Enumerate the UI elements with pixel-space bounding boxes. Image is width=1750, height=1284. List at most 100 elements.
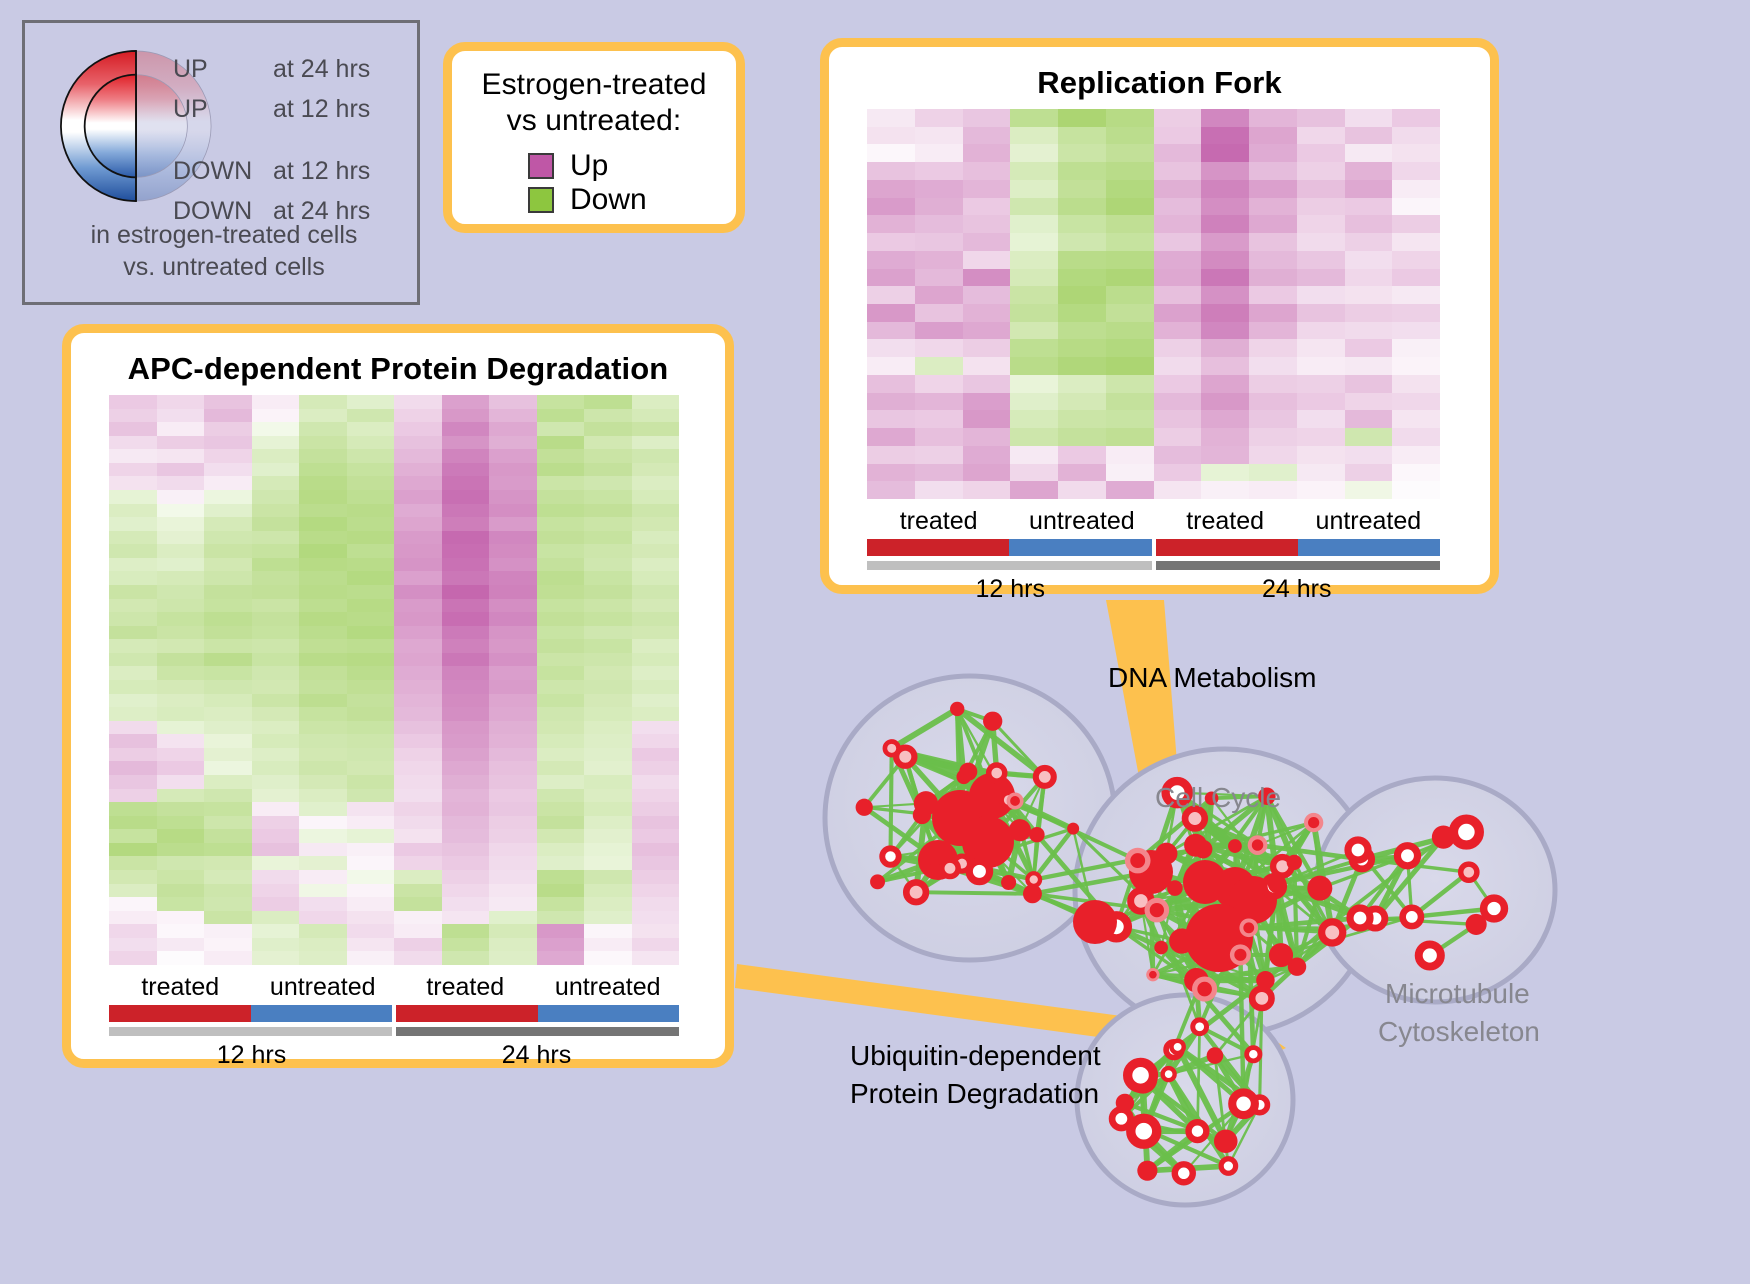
network-node[interactable] bbox=[885, 742, 899, 756]
network-node[interactable] bbox=[1073, 900, 1117, 944]
heatmap-cell bbox=[109, 504, 157, 518]
heatmap-cell bbox=[347, 734, 395, 748]
network-node[interactable] bbox=[1350, 908, 1370, 928]
network-node[interactable] bbox=[1269, 943, 1293, 967]
network-node[interactable] bbox=[1067, 823, 1079, 835]
heatmap-cell bbox=[109, 639, 157, 653]
network-node[interactable] bbox=[924, 843, 947, 866]
network-node[interactable] bbox=[1167, 880, 1183, 896]
heatmap-cell bbox=[867, 162, 915, 180]
heatmap-cell bbox=[537, 748, 585, 762]
network-node[interactable] bbox=[1239, 918, 1258, 937]
network-node[interactable] bbox=[1171, 1041, 1183, 1053]
network-node[interactable] bbox=[1146, 968, 1159, 981]
heatmap-cell bbox=[1249, 410, 1297, 428]
apc-degradation-heatmap bbox=[109, 395, 679, 965]
heatmap-cell bbox=[1058, 286, 1106, 304]
network-node[interactable] bbox=[1175, 1164, 1193, 1182]
network-node[interactable] bbox=[983, 712, 1002, 731]
network-node[interactable] bbox=[856, 799, 873, 816]
network-node[interactable] bbox=[882, 848, 898, 864]
heatmap-cell bbox=[252, 816, 300, 830]
network-node[interactable] bbox=[1484, 898, 1505, 919]
heatmap-cell bbox=[1201, 410, 1249, 428]
network-node[interactable] bbox=[1193, 1020, 1207, 1034]
network-node[interactable] bbox=[1192, 976, 1217, 1001]
network-node[interactable] bbox=[1007, 792, 1024, 809]
network-edge bbox=[916, 892, 1032, 894]
heatmap-cell bbox=[489, 707, 537, 721]
network-node[interactable] bbox=[1322, 922, 1343, 943]
heatmap-cell bbox=[963, 393, 1011, 411]
network-node[interactable] bbox=[1348, 840, 1368, 860]
network-node[interactable] bbox=[942, 860, 958, 876]
heatmap-cell bbox=[394, 612, 442, 626]
heatmap-cell bbox=[204, 884, 252, 898]
network-node[interactable] bbox=[906, 882, 926, 902]
network-node[interactable] bbox=[1116, 1094, 1134, 1112]
network-node[interactable] bbox=[1125, 848, 1151, 874]
network-node[interactable] bbox=[1304, 813, 1323, 832]
heatmap-cell bbox=[1106, 269, 1154, 287]
network-node[interactable] bbox=[950, 702, 964, 716]
network-node[interactable] bbox=[1027, 873, 1040, 886]
network-node[interactable] bbox=[1403, 908, 1421, 926]
network-node[interactable] bbox=[1214, 1129, 1238, 1153]
network-node[interactable] bbox=[1163, 1068, 1175, 1080]
network-node[interactable] bbox=[1453, 819, 1479, 845]
heatmap-cell bbox=[963, 233, 1011, 251]
network-node[interactable] bbox=[1461, 864, 1477, 880]
network-node[interactable] bbox=[914, 791, 938, 815]
network-node[interactable] bbox=[1268, 875, 1287, 894]
network-node[interactable] bbox=[1036, 768, 1054, 786]
network-node[interactable] bbox=[1221, 1159, 1235, 1173]
network-node[interactable] bbox=[1029, 827, 1044, 842]
network-node[interactable] bbox=[1145, 898, 1170, 923]
heatmap-cell bbox=[157, 707, 205, 721]
heatmap-cell bbox=[204, 748, 252, 762]
node-core bbox=[1149, 971, 1157, 979]
network-node[interactable] bbox=[1252, 989, 1271, 1008]
network-node[interactable] bbox=[1009, 819, 1031, 841]
heatmap-cell bbox=[442, 653, 490, 667]
network-node[interactable] bbox=[1248, 835, 1268, 855]
network-node[interactable] bbox=[989, 765, 1005, 781]
heatmap-cell bbox=[157, 653, 205, 667]
network-node[interactable] bbox=[1194, 840, 1213, 859]
heatmap-cell bbox=[252, 449, 300, 463]
heatmap-cell bbox=[1106, 251, 1154, 269]
network-node[interactable] bbox=[1131, 1118, 1157, 1144]
network-node[interactable] bbox=[1232, 1092, 1255, 1115]
heatmap-cell bbox=[109, 422, 157, 436]
network-node[interactable] bbox=[1397, 846, 1417, 866]
heatmap-cell bbox=[584, 870, 632, 884]
network-node[interactable] bbox=[1207, 1047, 1224, 1064]
network-node[interactable] bbox=[959, 763, 977, 781]
heatmap-cell bbox=[442, 694, 490, 708]
network-node[interactable] bbox=[1112, 1110, 1131, 1129]
network-node[interactable] bbox=[1169, 928, 1194, 953]
heatmap-cell bbox=[157, 951, 205, 965]
network-node[interactable] bbox=[1466, 914, 1487, 935]
network-node[interactable] bbox=[1247, 1048, 1260, 1061]
network-node[interactable] bbox=[969, 861, 989, 881]
network-node[interactable] bbox=[1307, 876, 1332, 901]
node-core bbox=[1169, 928, 1194, 953]
network-node[interactable] bbox=[1419, 944, 1441, 966]
network-node[interactable] bbox=[1128, 1062, 1154, 1088]
network-node[interactable] bbox=[1228, 839, 1242, 853]
network-node[interactable] bbox=[1001, 875, 1016, 890]
network-node[interactable] bbox=[1230, 944, 1251, 965]
group-bar-segment bbox=[396, 1005, 538, 1022]
network-node[interactable] bbox=[1189, 1122, 1207, 1140]
heatmap-cell bbox=[1058, 180, 1106, 198]
network-node[interactable] bbox=[1137, 1161, 1157, 1181]
heatmap-cell bbox=[963, 144, 1011, 162]
heatmap-cell bbox=[489, 802, 537, 816]
network-node[interactable] bbox=[1158, 847, 1173, 862]
heatmap-cell bbox=[1392, 428, 1440, 446]
network-node[interactable] bbox=[1154, 941, 1168, 955]
network-node[interactable] bbox=[1287, 855, 1302, 870]
network-node[interactable] bbox=[870, 874, 885, 889]
